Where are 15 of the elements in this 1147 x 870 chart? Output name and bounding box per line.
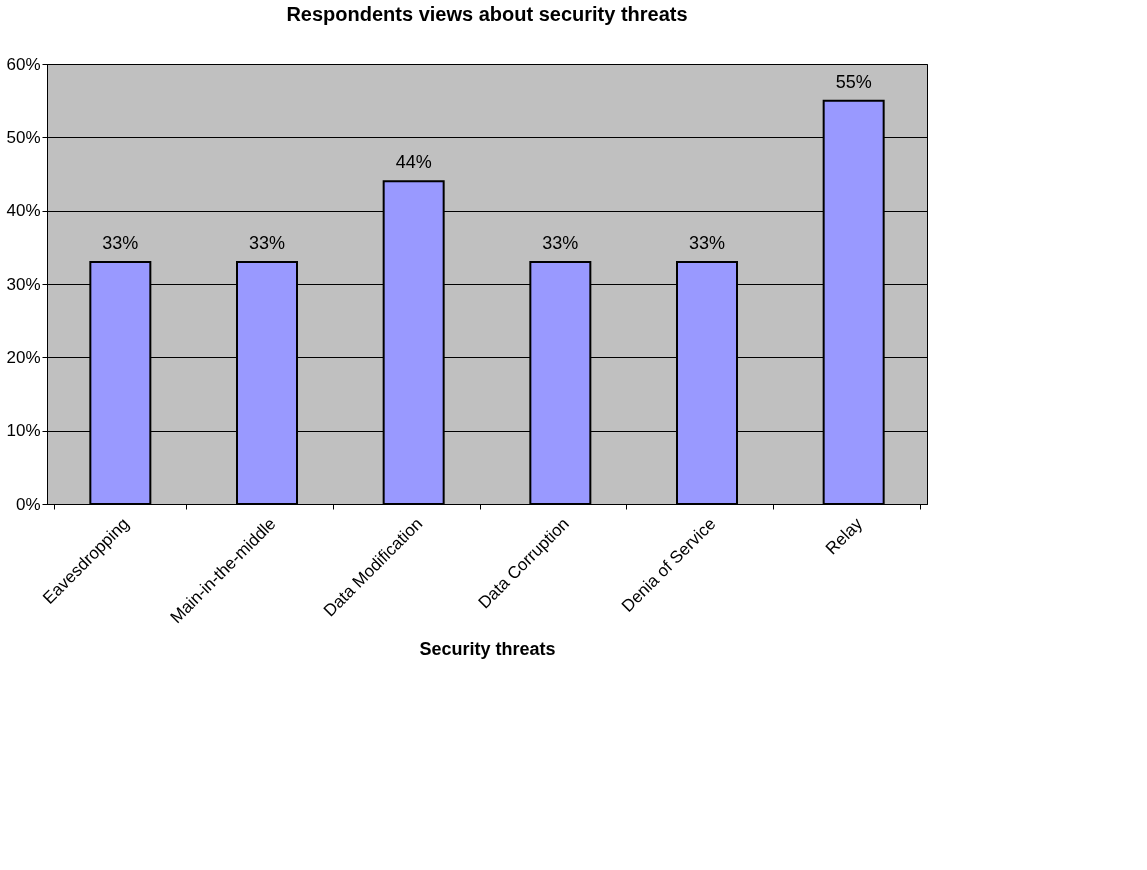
x-axis-title: Security threats	[419, 639, 556, 660]
data-label: 55%	[835, 71, 872, 92]
y-tick-label: 60%	[6, 54, 41, 74]
data-label: 33%	[248, 233, 286, 253]
y-tick-label: 50%	[6, 127, 41, 147]
data-label: 33%	[102, 233, 139, 253]
data-label: 33%	[688, 233, 726, 253]
y-tick-label: 0%	[15, 494, 41, 514]
data-label: 33%	[542, 233, 579, 253]
y-tick-label: 10%	[6, 421, 41, 441]
data-label: 44%	[395, 152, 432, 173]
y-tick-label: 30%	[6, 274, 41, 294]
y-tick-label: 40%	[6, 201, 41, 221]
y-tick-label: 20%	[6, 347, 41, 367]
chart-title: Respondents views about security threats	[286, 3, 688, 25]
